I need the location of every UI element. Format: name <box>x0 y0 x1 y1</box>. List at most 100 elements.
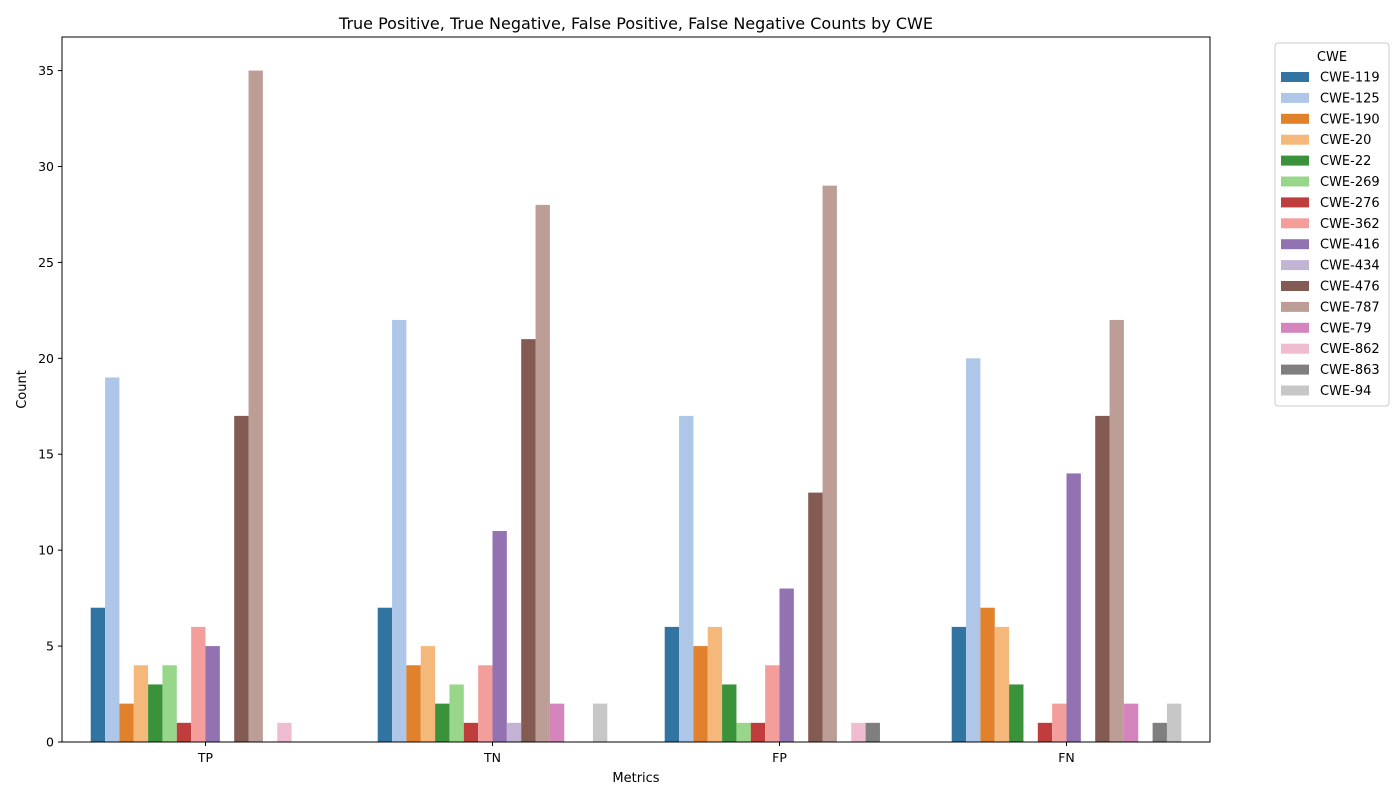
bar-cwe-476-fp <box>808 492 823 742</box>
bar-cwe-362-fp <box>765 665 780 742</box>
bar-cwe-787-fp <box>822 185 837 743</box>
bar-cwe-22-fn <box>1009 684 1024 742</box>
plot-frame <box>61 36 1211 743</box>
y-tick-label: 30 <box>38 159 54 174</box>
bar-cwe-416-tn <box>492 530 507 742</box>
y-tick-label: 20 <box>38 351 54 366</box>
bar-cwe-416-tp <box>205 646 220 742</box>
bar-cwe-787-fn <box>1109 319 1124 742</box>
legend-swatch <box>1281 260 1309 271</box>
bar-cwe-269-tp <box>162 665 177 742</box>
legend-label: CWE-416 <box>1320 238 1380 253</box>
legend-swatch <box>1281 301 1309 312</box>
legend-label: CWE-20 <box>1320 133 1371 148</box>
bar-cwe-22-fp <box>722 684 737 742</box>
y-axis: 0 5 10 15 20 25 30 35 <box>38 63 62 750</box>
legend-label: CWE-787 <box>1320 300 1380 315</box>
x-tick-label: TP <box>197 750 214 765</box>
bar-cwe-119-tp <box>90 607 106 742</box>
legend-swatch <box>1281 239 1309 250</box>
bar-cwe-362-tn <box>478 665 493 742</box>
x-tick-label: FN <box>1058 750 1075 765</box>
bar-cwe-416-fp <box>779 588 794 742</box>
bar-cwe-862-tp <box>277 722 292 742</box>
bar-cwe-20-fn <box>994 626 1010 742</box>
legend-label: CWE-119 <box>1320 71 1380 86</box>
y-tick-label: 25 <box>38 255 54 270</box>
legend-label: CWE-94 <box>1320 384 1371 399</box>
bar-cwe-787-tn <box>535 204 550 743</box>
bar-cwe-476-fn <box>1095 415 1110 742</box>
bar-cwe-22-tp <box>148 684 163 742</box>
bar-cwe-79-fn <box>1123 703 1139 742</box>
legend-swatch <box>1281 155 1309 166</box>
y-axis-label: Count <box>15 370 30 409</box>
legend-swatch <box>1281 72 1309 82</box>
bar-cwe-20-tn <box>420 646 436 742</box>
bar-cwe-434-tn <box>506 722 522 742</box>
legend-label: CWE-269 <box>1320 175 1380 190</box>
bar-cwe-125-fn <box>966 358 981 742</box>
legend-swatch <box>1281 113 1309 124</box>
bar-cwe-276-tp <box>176 722 192 742</box>
bar-cwe-269-tn <box>449 684 464 742</box>
x-axis: TP TN FP FN <box>197 742 1075 765</box>
legend-label: CWE-190 <box>1320 112 1380 127</box>
legend-swatch <box>1281 343 1309 354</box>
bar-cwe-269-fp <box>736 722 751 742</box>
bar-cwe-476-tp <box>234 415 249 742</box>
legend-swatch <box>1281 92 1309 103</box>
legend-swatch <box>1281 322 1309 333</box>
legend-swatch <box>1281 385 1309 396</box>
x-tick-label: FP <box>772 750 787 765</box>
bar-cwe-276-fp <box>750 722 766 742</box>
legend-swatch <box>1281 134 1309 145</box>
y-tick-label: 10 <box>38 543 54 558</box>
legend-label: CWE-862 <box>1320 342 1380 357</box>
bar-cwe-863-fp <box>865 722 880 742</box>
legend-swatch <box>1281 281 1309 291</box>
y-tick-label: 15 <box>38 447 54 462</box>
bar-cwe-79-tn <box>549 703 565 742</box>
legend-label: CWE-863 <box>1320 363 1380 378</box>
legend-label: CWE-125 <box>1320 91 1380 106</box>
legend-label: CWE-476 <box>1320 280 1380 295</box>
y-tick-label: 5 <box>46 639 54 654</box>
x-axis-label: Metrics <box>612 771 659 786</box>
bar-cwe-20-tp <box>133 665 149 742</box>
bar-cwe-476-tn <box>521 339 536 742</box>
legend-label: CWE-362 <box>1320 217 1380 232</box>
bar-cwe-94-tn <box>592 703 608 742</box>
bar-cwe-119-tn <box>377 607 393 742</box>
legend-title: CWE <box>1317 50 1347 65</box>
y-tick-label: 0 <box>46 735 54 750</box>
legend-label: CWE-22 <box>1320 154 1371 169</box>
bar-cwe-862-fp <box>851 722 866 742</box>
bar-cwe-20-fp <box>707 626 723 742</box>
bar-cwe-190-tp <box>119 703 134 742</box>
bar-cwe-362-fn <box>1052 703 1067 742</box>
legend-swatch <box>1281 218 1309 229</box>
bar-cwe-94-fn <box>1166 703 1182 742</box>
bar-cwe-276-fn <box>1037 722 1053 742</box>
y-tick-label: 35 <box>38 63 54 78</box>
bar-cwe-125-tn <box>392 319 407 742</box>
legend-swatch <box>1281 197 1309 208</box>
bar-cwe-362-tp <box>191 626 206 742</box>
legend-swatch <box>1281 176 1309 187</box>
legend-label: CWE-79 <box>1320 321 1371 336</box>
bar-cwe-119-fp <box>664 626 680 742</box>
bar-cwe-863-fn <box>1152 722 1167 742</box>
bar-cwe-125-tp <box>105 377 120 742</box>
bar-cwe-190-tn <box>406 665 421 742</box>
legend-label: CWE-276 <box>1320 196 1380 211</box>
legend: CWE CWE-119 CWE-125 CWE-190 CWE-20 CWE-22 CWE… <box>1274 42 1390 407</box>
bar-cwe-190-fp <box>693 646 708 742</box>
bars-group <box>90 70 1182 743</box>
x-tick-label: TN <box>483 750 501 765</box>
bar-cwe-416-fn <box>1066 473 1081 742</box>
legend-label: CWE-434 <box>1320 259 1380 274</box>
bar-cwe-119-fn <box>951 626 967 742</box>
bar-cwe-190-fn <box>980 607 995 742</box>
